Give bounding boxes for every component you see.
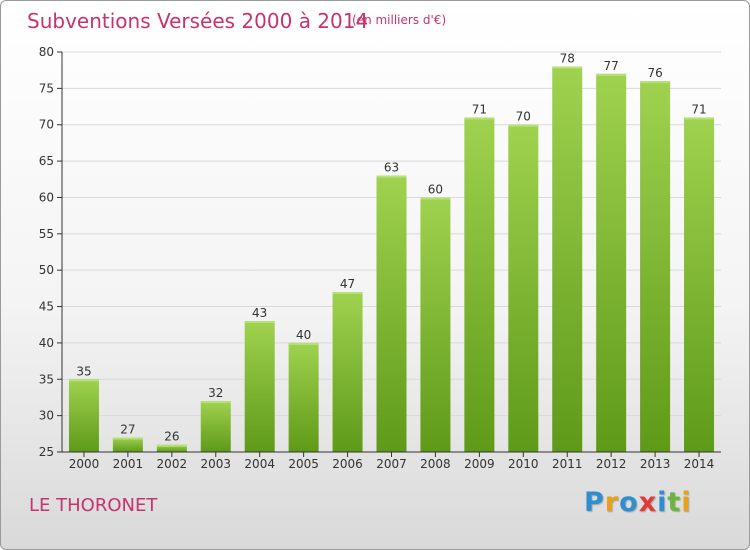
- x-tick-label: 2012: [596, 457, 627, 471]
- bar-highlight: [420, 197, 451, 200]
- bar: [112, 437, 143, 452]
- bar-highlight: [552, 66, 583, 69]
- chart-subtitle: (en milliers d'€): [352, 13, 447, 27]
- bar-highlight: [464, 117, 495, 120]
- y-tick-label: 45: [39, 300, 54, 314]
- bar-highlight: [332, 292, 363, 294]
- y-tick-label: 55: [39, 227, 54, 241]
- data-label: 76: [647, 66, 662, 80]
- x-tick-label: 2000: [69, 457, 100, 471]
- x-tick-label: 2013: [640, 457, 671, 471]
- commune-name: LE THORONET: [29, 495, 158, 516]
- bar-highlight: [68, 379, 99, 382]
- data-label: 78: [560, 52, 575, 66]
- y-tick-label: 60: [39, 190, 54, 204]
- y-tick-label: 25: [39, 445, 54, 459]
- bar-highlight: [288, 342, 319, 345]
- bar: [464, 117, 495, 453]
- x-tick-label: 2002: [157, 457, 188, 471]
- y-tick-label: 35: [39, 372, 54, 386]
- data-label: 47: [340, 277, 355, 291]
- bar-highlight: [640, 81, 671, 84]
- bar-highlight: [376, 175, 407, 178]
- bar: [156, 444, 187, 452]
- bar: [288, 342, 319, 452]
- x-tick-label: 2007: [376, 457, 407, 471]
- data-label: 71: [691, 102, 706, 116]
- data-label: 43: [252, 306, 267, 320]
- x-tick-label: 2014: [684, 457, 715, 471]
- bar: [376, 175, 407, 453]
- y-tick-label: 50: [39, 263, 54, 277]
- data-label: 26: [164, 430, 179, 444]
- bar: [596, 73, 627, 453]
- x-tick-label: 2009: [464, 457, 495, 471]
- y-tick-label: 30: [39, 409, 54, 423]
- x-tick-label: 2011: [552, 457, 583, 471]
- data-label: 70: [516, 110, 531, 124]
- bar-highlight: [112, 437, 143, 440]
- bar: [640, 81, 671, 452]
- data-label: 40: [296, 328, 311, 342]
- bar-highlight: [244, 321, 275, 324]
- y-tick-label: 70: [39, 118, 54, 132]
- bar-highlight: [200, 401, 231, 404]
- data-label: 71: [472, 102, 487, 116]
- y-tick-label: 65: [39, 154, 54, 168]
- x-tick-label: 2004: [244, 457, 275, 471]
- x-tick-label: 2008: [420, 457, 451, 471]
- x-tick-label: 2005: [288, 457, 319, 471]
- bar: [244, 321, 275, 452]
- proxiti-logo[interactable]: Proxiti: [584, 487, 692, 518]
- bar: [552, 66, 583, 452]
- chart-title: Subventions Versées 2000 à 2014: [27, 9, 369, 33]
- y-tick-label: 75: [39, 81, 54, 95]
- x-tick-label: 2001: [113, 457, 144, 471]
- data-label: 60: [428, 182, 443, 196]
- y-tick-label: 40: [39, 336, 54, 350]
- bar: [420, 197, 451, 452]
- bar: [68, 379, 99, 452]
- data-label: 35: [76, 364, 91, 378]
- bar-highlight: [156, 444, 187, 447]
- data-label: 77: [604, 59, 619, 73]
- bar: [508, 124, 539, 453]
- x-tick-label: 2003: [200, 457, 231, 471]
- y-tick-label: 80: [39, 45, 54, 59]
- bar: [684, 117, 715, 453]
- bar-highlight: [684, 117, 715, 120]
- data-label: 63: [384, 161, 399, 175]
- x-tick-label: 2010: [508, 457, 539, 471]
- bar-highlight: [508, 124, 539, 127]
- data-label: 27: [120, 422, 135, 436]
- bar-highlight: [596, 73, 627, 76]
- data-label: 32: [208, 386, 223, 400]
- x-tick-label: 2006: [332, 457, 363, 471]
- bar: [200, 401, 231, 452]
- bar: [332, 292, 363, 452]
